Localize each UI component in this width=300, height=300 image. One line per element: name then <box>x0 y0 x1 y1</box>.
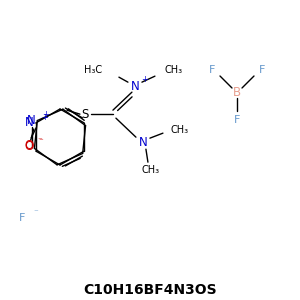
Text: O: O <box>25 139 34 152</box>
Text: ⁻: ⁻ <box>33 208 38 217</box>
Text: N: N <box>27 114 35 127</box>
Text: ⁻: ⁻ <box>37 136 42 145</box>
Text: N: N <box>25 116 34 130</box>
Text: O: O <box>24 140 33 154</box>
Text: CH₃: CH₃ <box>171 125 189 135</box>
Text: ⁻: ⁻ <box>39 137 44 146</box>
Text: B: B <box>233 85 241 98</box>
Text: +: + <box>41 113 48 122</box>
Text: F: F <box>19 213 25 223</box>
Text: CH₃: CH₃ <box>165 65 183 75</box>
Text: S: S <box>81 108 88 121</box>
Text: N: N <box>139 136 147 149</box>
Text: N: N <box>130 80 139 93</box>
Text: +: + <box>42 110 49 119</box>
Text: +: + <box>141 75 148 84</box>
Text: C10H16BF4N3OS: C10H16BF4N3OS <box>83 283 217 297</box>
Text: F: F <box>209 65 215 75</box>
Text: CH₃: CH₃ <box>142 165 160 175</box>
Text: F: F <box>259 65 265 75</box>
Text: F: F <box>234 115 240 125</box>
Text: H₃C: H₃C <box>84 65 102 75</box>
